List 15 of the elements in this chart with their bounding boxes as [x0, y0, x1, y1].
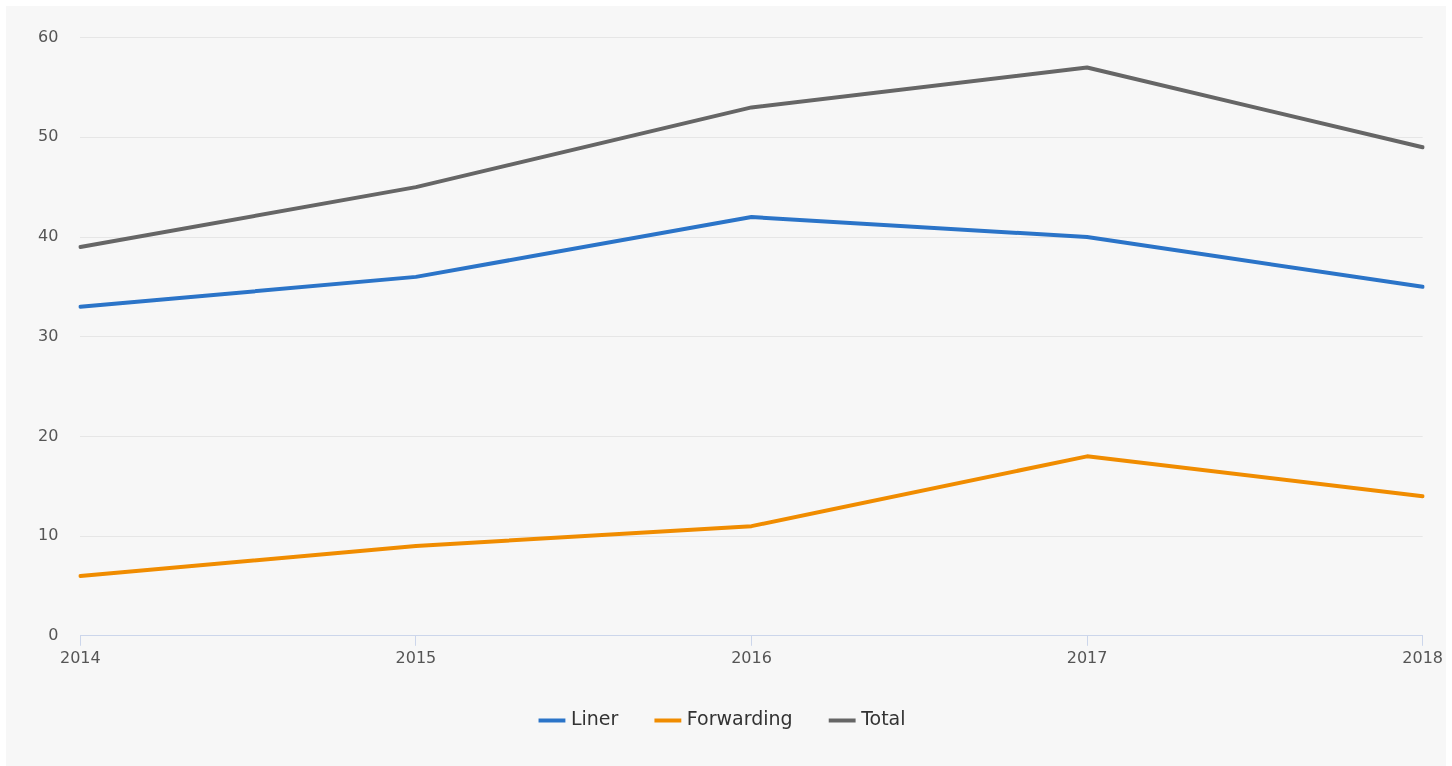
legend-label: Liner: [570, 707, 619, 730]
y-tick-label: 20: [38, 425, 59, 445]
x-tick-label: 2016: [731, 647, 772, 667]
y-tick-label: 10: [38, 525, 59, 545]
y-tick-label: 50: [38, 126, 59, 146]
legend-label: Total: [860, 707, 906, 730]
legend-label: Forwarding: [686, 707, 793, 730]
x-tick-label: 2018: [1402, 647, 1443, 667]
x-tick-label: 2017: [1066, 647, 1108, 667]
y-tick-label: 0: [48, 624, 59, 644]
x-tick-label: 2015: [395, 647, 437, 667]
x-tick-label: 2014: [60, 647, 101, 667]
y-tick-label: 30: [38, 325, 59, 345]
y-tick-label: 40: [38, 226, 59, 246]
y-tick-label: 60: [38, 26, 59, 46]
